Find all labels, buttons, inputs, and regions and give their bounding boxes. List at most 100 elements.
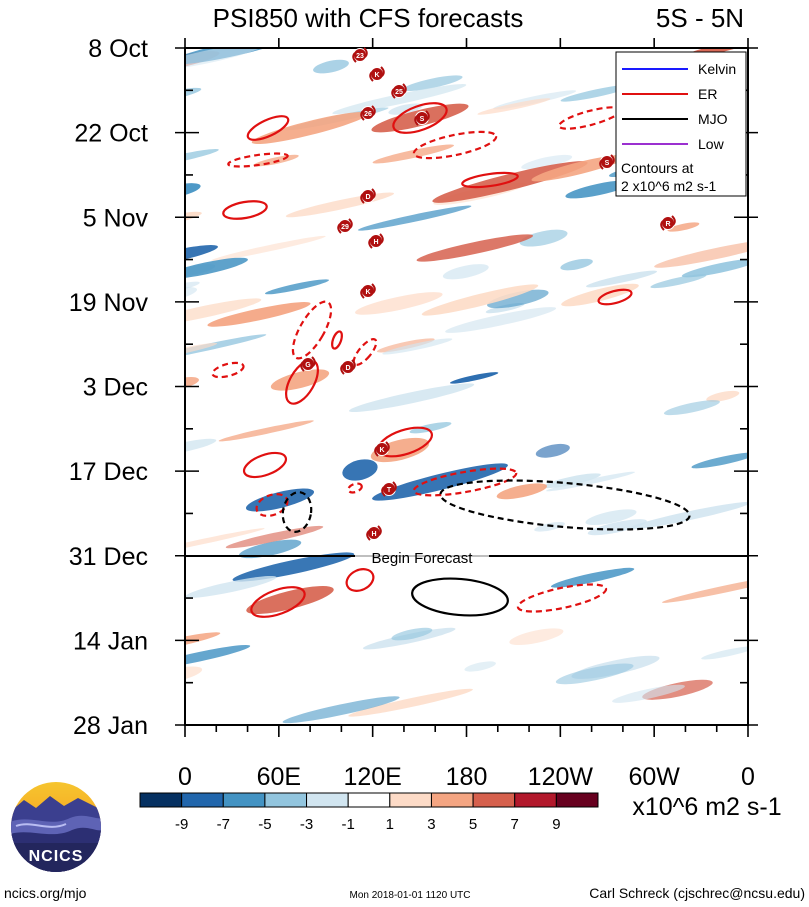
field-patch — [521, 154, 573, 170]
field-patch — [185, 377, 199, 389]
storm-marker: K — [369, 66, 385, 82]
field-patch — [265, 279, 329, 295]
field-patch — [565, 180, 632, 199]
wave-contour — [281, 491, 313, 533]
field-feature — [342, 459, 378, 481]
field-patch — [691, 452, 748, 469]
colorbar-bin — [306, 792, 349, 808]
colorbar-tick-label: 9 — [552, 816, 560, 833]
colorbar-tick-label: -7 — [217, 816, 230, 833]
field-patch — [442, 264, 489, 280]
field-patch — [496, 483, 547, 500]
field-patch — [542, 473, 601, 489]
storm-marker: H — [366, 525, 382, 541]
field-patch — [560, 258, 593, 271]
field-patch — [282, 696, 400, 724]
legend-note-line1: Contours at — [621, 160, 693, 176]
colorbar-tick-label: 7 — [511, 816, 519, 833]
field-patch — [185, 644, 251, 669]
storm-label: K — [365, 289, 370, 296]
field-patch — [464, 661, 496, 672]
storm-marker: K — [374, 441, 390, 457]
field-patch — [218, 420, 314, 442]
field-patch — [663, 400, 720, 416]
wave-contour — [412, 130, 498, 160]
colorbar-bin — [389, 792, 432, 808]
colorbar-tick-label: -9 — [175, 816, 188, 833]
field-patch — [560, 84, 633, 102]
logo-text: NCICS — [29, 848, 84, 865]
storm-marker: G — [300, 356, 316, 372]
wave-contour — [227, 152, 289, 168]
y-tick-label: 14 Jan — [73, 627, 148, 655]
y-tick-label: 8 Oct — [88, 35, 148, 63]
colorbar-tick-label: 1 — [386, 816, 394, 833]
forecast-start-label: Begin Forecast — [372, 550, 474, 567]
storm-label: D — [365, 194, 370, 201]
y-tick-label: 31 Dec — [69, 543, 148, 571]
field-patch — [372, 144, 454, 164]
legend: Kelvin ER MJO Low Contours at 2 x10^6 m2 s-… — [615, 51, 747, 197]
field-patch — [211, 235, 326, 261]
field-patch — [706, 390, 740, 402]
field-patch — [357, 205, 472, 231]
field-feature — [372, 463, 508, 501]
field-patch — [550, 567, 635, 588]
colorbar-bin — [347, 792, 391, 808]
storm-label: K — [379, 447, 384, 454]
field-patch — [555, 663, 634, 685]
storm-label: R — [665, 221, 670, 228]
wave-contour — [331, 330, 343, 350]
storm-label: 26 — [364, 111, 372, 118]
field-patch — [348, 383, 475, 413]
field-patch — [681, 258, 748, 278]
field-patch — [185, 298, 262, 326]
field-patch — [355, 292, 443, 315]
wave-contour — [352, 338, 378, 366]
legend-label: Low — [698, 136, 725, 152]
storm-label: D — [345, 365, 350, 372]
wave-contour — [242, 451, 288, 479]
wave-contour — [222, 200, 268, 220]
field-patch — [185, 632, 221, 654]
field-patch — [185, 438, 217, 456]
wave-contour — [392, 102, 448, 134]
ncics-logo: NCICS — [11, 782, 101, 872]
field-patch — [382, 338, 453, 355]
wave-contour — [246, 115, 290, 141]
colorbar-bin — [472, 792, 516, 808]
wave-contour — [516, 583, 608, 613]
wave-contour — [439, 479, 691, 531]
colorbar-tick-label: -5 — [258, 816, 271, 833]
wave-contour — [461, 171, 519, 189]
field-patch — [185, 528, 265, 555]
x-tick-label: 120E — [343, 763, 401, 791]
x-tick-label: 0 — [741, 763, 755, 791]
colorbar-bin — [430, 792, 474, 808]
colorbar-bin — [514, 792, 557, 808]
field-patch — [185, 666, 203, 684]
field-feature — [251, 111, 369, 145]
storm-label: H — [371, 531, 376, 538]
colorbar-tick-label: -1 — [342, 816, 355, 833]
field-patch — [546, 471, 636, 492]
field-patch — [185, 342, 218, 359]
field-patch — [238, 539, 302, 559]
field-patch — [487, 289, 549, 309]
field-patch — [313, 59, 349, 74]
colorbar-bin — [139, 792, 183, 808]
author-label: Carl Schreck (cjschrec@ncsu.edu) — [589, 885, 805, 901]
colorbar-bin — [222, 792, 266, 808]
storm-marker: T — [381, 481, 397, 497]
field-patch — [376, 338, 435, 353]
colorbar-bin — [264, 792, 308, 808]
field-patch — [207, 302, 311, 327]
colorbar-tick-label: 3 — [427, 816, 435, 833]
storm-label: T — [387, 487, 392, 494]
x-tick-label: 120W — [528, 763, 594, 791]
storm-label: 29 — [341, 224, 349, 231]
field-patch — [185, 183, 201, 198]
field-patch — [449, 372, 499, 384]
field-patch — [232, 552, 355, 582]
